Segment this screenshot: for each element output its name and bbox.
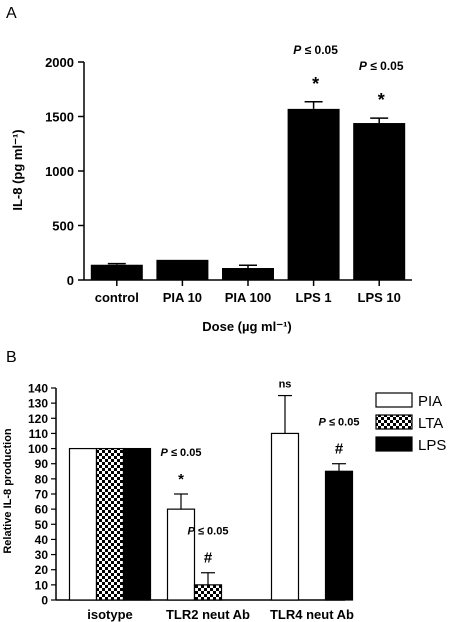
chart-a-xtick-label: PIA 100 [225,290,272,305]
chart-b-bar-lta [193,584,223,601]
chart-b-ytick-label: 0 [41,594,48,608]
chart-a-xtick-label: control [95,290,139,305]
chart-a-ytick-label: 1000 [45,164,74,179]
chart-a-ytick-label: 1500 [45,110,74,125]
chart-b-ytick-label: 140 [28,382,48,396]
chart-a-ytick-label: 500 [52,219,74,234]
chart-a-xtick-label: LPS 10 [358,290,401,305]
chart-b-bar-lps [324,470,354,601]
chart-b-annotation-mark: # [204,550,213,567]
chart-b-ytick-label: 110 [29,427,49,441]
chart-a-bar [156,259,209,280]
legend-label-lta: LTA [418,415,443,432]
legend-label-lps: LPS [418,437,446,454]
panel-b-label: B [6,349,17,366]
chart-a-bar [353,123,406,280]
chart-a-annotation-p: P ≤ 0.05 [359,59,404,73]
chart-b-xtick-label: isotype [87,607,133,622]
chart-a-bar [222,268,274,280]
legend-swatch-lta [375,414,413,430]
legend-swatch-pia [375,392,413,408]
chart-b-ytick-label: 100 [28,442,48,456]
chart-b-ytick-label: 60 [35,503,49,517]
chart-b-annotation-p: P ≤ 0.05 [161,447,202,459]
chart-a: 0 500 1000 1500 2000 control PIA 10 PIA 100 LPS … [45,43,412,305]
chart-b-ytick-label: 90 [35,457,49,471]
chart-a-bar [287,108,340,281]
chart-b-bar-pia [270,432,300,601]
chart-b-ytick-label: 10 [35,578,49,592]
chart-b-ytick-label: 80 [35,472,49,486]
chart-a-ylabel: IL-8 (pg ml⁻¹) [10,129,25,210]
chart-b-xtick-label: TLR4 neut Ab [270,607,354,622]
chart-b-bar-pia [166,508,196,601]
chart-b-bar-pia [68,447,98,601]
chart-b-ytick-label: 40 [35,533,49,547]
chart-a-xtick-label: LPS 1 [296,290,332,305]
chart-b-ylabel: Relative IL-8 production [2,428,14,554]
legend-label-pia: PIA [418,393,442,410]
chart-b-annotation-ns: ns [279,379,292,391]
chart-b-annotation-p: P ≤ 0.05 [319,417,360,429]
chart-a-annotation-mark: * [312,74,319,94]
chart-b-ytick-label: 70 [35,488,49,502]
chart-a-xlabel: Dose (µg ml⁻¹) [202,319,291,334]
chart-a-annotation-p: P ≤ 0.05 [293,43,338,57]
chart-b-annotation-p: P ≤ 0.05 [188,526,229,538]
chart-a-annotation-mark: * [378,90,385,110]
chart-b-ytick-label: 30 [35,548,49,562]
chart-a-ytick-label: 2000 [45,55,74,70]
chart-b-ytick-label: 130 [28,397,48,411]
chart-b-annotation-mark: # [335,441,344,458]
legend-swatch-lps [375,436,413,452]
chart-b-bar-lta [95,447,125,601]
chart-b-ytick-label: 50 [35,518,49,532]
panel-a-label: A [6,5,17,22]
chart-b-ytick-label: 20 [35,563,49,577]
chart-a-bar [90,264,143,280]
chart-b-ytick-label: 120 [28,412,48,426]
chart-b-bar-lps [122,447,152,601]
chart-b-xtick-label: TLR2 neut Ab [166,607,250,622]
chart-b-annotation-mark: * [178,471,184,488]
chart-b-legend: PIA LTA LPS [375,392,446,454]
chart-a-ytick-label: 0 [67,273,74,288]
chart-a-xtick-label: PIA 10 [163,290,202,305]
